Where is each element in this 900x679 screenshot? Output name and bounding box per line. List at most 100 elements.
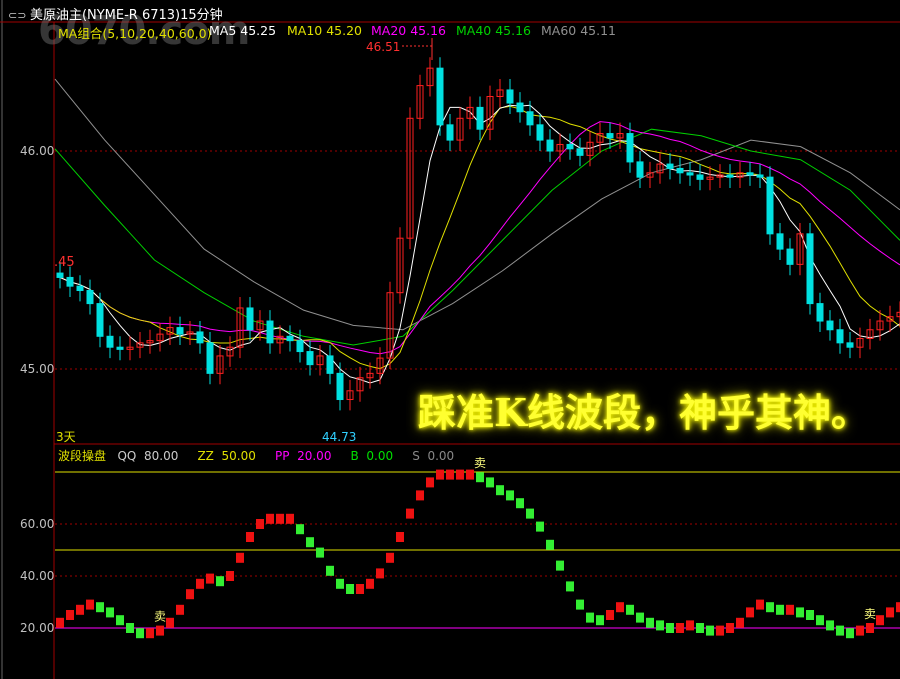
indicator-bar [136,628,144,639]
indicator-bar [636,612,644,623]
indicator-bar [176,604,184,615]
candle-body [546,139,554,152]
candle-body [456,117,464,141]
candle-body [686,172,694,176]
candle-body [616,133,624,139]
candle-body [216,355,224,374]
candle-body [476,106,484,130]
candle-body [326,355,334,374]
candle-body [786,248,794,265]
indicator-bar [446,469,454,480]
indicator-bar [876,615,884,626]
candle-body [856,337,864,348]
indicator-bar [496,485,504,496]
indicator-bar [226,571,234,581]
link-icon[interactable]: ⊂⊃ [8,9,30,22]
indicator-bar [606,610,614,620]
indicator-bar [286,513,294,524]
b-label: B [350,449,359,463]
indicator-bar [336,578,344,589]
indicator-bar [386,552,394,563]
indicator-name: 波段操盘 [58,449,107,463]
indicator-bar [426,477,434,488]
indicator-bar [56,617,64,628]
indicator-bar [196,578,204,589]
sell-signal-label: 卖 [154,610,166,624]
candle-body [226,346,234,357]
candle-body [716,174,724,178]
indicator-bar [266,513,274,524]
ma40-label: MA40 45.16 [456,23,531,38]
indicator-bar [596,615,604,626]
ind-tick-60: 60.00 [20,517,55,531]
sell-signal-label: 卖 [474,456,486,470]
candle-body [96,303,104,337]
indicator-bar [706,625,714,636]
chart-title: ⊂⊃ 美原油主(NYME-R 6713)15分钟 [8,4,223,23]
indicator-bar [316,547,324,558]
period-label: 3天 [56,430,76,444]
indicator-bar [566,581,574,592]
candle-body [696,174,704,180]
indicator-bar [476,472,484,483]
indicator-bar [376,568,384,579]
ma-group-label: MA组合(5,10,20,40,60,0) [58,26,212,41]
candle-body [536,124,544,141]
candle-body [576,148,584,156]
candle-body [416,85,424,119]
indicator-bar [256,519,264,529]
s-value: 0.00 [427,449,455,463]
candle-body [896,311,900,318]
candle-body [296,340,304,353]
indicator-bar [216,576,224,587]
indicator-bar [856,625,864,636]
indicator-bar [486,477,494,488]
indicator-bar [436,469,444,480]
candle-body [146,340,154,344]
indicator-bar [736,617,744,628]
candle-body [846,342,854,348]
candle-body [766,176,774,235]
candle-body [656,163,664,174]
candle-body [566,143,574,150]
indicator-bar [166,617,174,628]
indicator-bar [276,513,284,524]
indicator-bar [116,615,124,626]
candle-body [636,161,644,178]
qq-label: QQ [117,449,137,463]
ma10-line [59,105,900,370]
candle-body [466,106,474,119]
candle-body [106,335,114,348]
price-tick-45: 45.00 [20,362,55,376]
candle-body [286,335,294,342]
candle-body [426,67,434,87]
indicator-bar [186,589,194,600]
indicator-bar [556,560,564,571]
indicator-bar [96,602,104,613]
indicator-bar [236,552,244,563]
indicator-bar [696,623,704,633]
indicator-bar [146,628,154,639]
slogan-overlay: 踩准K线波段，神乎其神。 [418,390,870,435]
candle-body [156,333,164,342]
watermark-logo: 6070.com [38,8,250,54]
candle-body [806,233,814,305]
candle-body [506,89,514,104]
indicator-bar [126,623,134,633]
indicator-bar [526,508,534,519]
low-mark-label: 44.73 [322,430,357,444]
indicator-bar [796,607,804,618]
ma60-line [54,78,900,331]
candle-body [236,307,244,348]
candle-body [166,327,174,335]
indicator-bar [756,599,764,610]
candle-body [596,133,604,143]
candle-body [666,163,674,169]
candle-body [196,331,204,344]
indicator-bar [846,628,854,639]
candle-body [266,320,274,344]
candle-body [496,89,504,97]
indicator-bar [506,490,514,501]
candle-body [446,124,454,141]
